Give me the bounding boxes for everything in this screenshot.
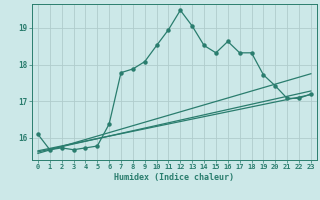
X-axis label: Humidex (Indice chaleur): Humidex (Indice chaleur) <box>115 173 234 182</box>
